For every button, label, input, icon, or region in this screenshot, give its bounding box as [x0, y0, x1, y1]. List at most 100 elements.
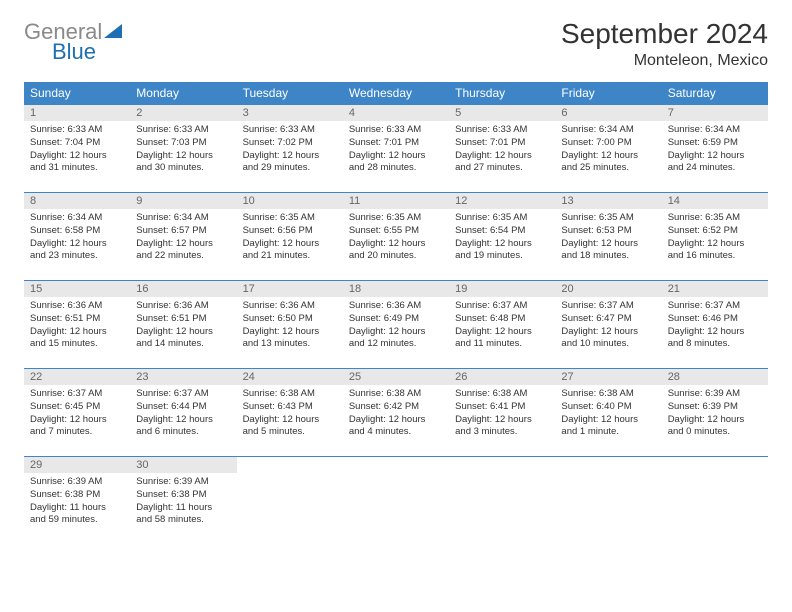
day-line-day2: and 28 minutes. — [349, 162, 443, 175]
day-body: Sunrise: 6:39 AMSunset: 6:39 PMDaylight:… — [662, 385, 768, 443]
day-line-day1: Daylight: 12 hours — [30, 414, 124, 427]
day-number: 25 — [343, 369, 449, 385]
day-number: 17 — [237, 281, 343, 297]
day-line-sunrise: Sunrise: 6:34 AM — [136, 212, 230, 225]
month-title: September 2024 — [561, 18, 768, 50]
calendar-cell: 26Sunrise: 6:38 AMSunset: 6:41 PMDayligh… — [449, 369, 555, 457]
calendar-cell: 20Sunrise: 6:37 AMSunset: 6:47 PMDayligh… — [555, 281, 661, 369]
day-body: Sunrise: 6:34 AMSunset: 7:00 PMDaylight:… — [555, 121, 661, 179]
day-number: 2 — [130, 105, 236, 121]
calendar-cell: 11Sunrise: 6:35 AMSunset: 6:55 PMDayligh… — [343, 193, 449, 281]
day-line-day2: and 59 minutes. — [30, 514, 124, 527]
day-body: Sunrise: 6:35 AMSunset: 6:52 PMDaylight:… — [662, 209, 768, 267]
day-line-sunset: Sunset: 6:43 PM — [243, 401, 337, 414]
day-number: 23 — [130, 369, 236, 385]
calendar-cell: 23Sunrise: 6:37 AMSunset: 6:44 PMDayligh… — [130, 369, 236, 457]
location: Monteleon, Mexico — [561, 52, 768, 70]
day-line-sunrise: Sunrise: 6:33 AM — [136, 124, 230, 137]
day-line-day1: Daylight: 12 hours — [243, 238, 337, 251]
weekday-header: Monday — [130, 82, 236, 105]
day-body: Sunrise: 6:34 AMSunset: 6:57 PMDaylight:… — [130, 209, 236, 267]
day-line-day1: Daylight: 12 hours — [30, 326, 124, 339]
day-line-day1: Daylight: 12 hours — [668, 238, 762, 251]
day-line-sunset: Sunset: 6:39 PM — [668, 401, 762, 414]
day-line-day1: Daylight: 12 hours — [455, 326, 549, 339]
calendar-week: 8Sunrise: 6:34 AMSunset: 6:58 PMDaylight… — [24, 193, 768, 281]
day-body: Sunrise: 6:35 AMSunset: 6:55 PMDaylight:… — [343, 209, 449, 267]
calendar-cell: 10Sunrise: 6:35 AMSunset: 6:56 PMDayligh… — [237, 193, 343, 281]
logo: General Blue — [24, 18, 122, 62]
day-line-day2: and 13 minutes. — [243, 338, 337, 351]
day-line-day1: Daylight: 12 hours — [455, 414, 549, 427]
day-body: Sunrise: 6:38 AMSunset: 6:41 PMDaylight:… — [449, 385, 555, 443]
day-line-day2: and 7 minutes. — [30, 426, 124, 439]
day-body: Sunrise: 6:33 AMSunset: 7:01 PMDaylight:… — [343, 121, 449, 179]
day-line-day2: and 19 minutes. — [455, 250, 549, 263]
day-line-day1: Daylight: 12 hours — [243, 326, 337, 339]
day-line-sunset: Sunset: 6:55 PM — [349, 225, 443, 238]
day-line-day2: and 1 minute. — [561, 426, 655, 439]
calendar-cell: 22Sunrise: 6:37 AMSunset: 6:45 PMDayligh… — [24, 369, 130, 457]
day-line-day1: Daylight: 12 hours — [243, 414, 337, 427]
day-line-day1: Daylight: 12 hours — [455, 238, 549, 251]
day-line-sunset: Sunset: 6:44 PM — [136, 401, 230, 414]
day-line-day1: Daylight: 12 hours — [561, 150, 655, 163]
day-line-sunset: Sunset: 6:38 PM — [30, 489, 124, 502]
day-line-sunrise: Sunrise: 6:39 AM — [668, 388, 762, 401]
day-line-day2: and 25 minutes. — [561, 162, 655, 175]
day-line-day2: and 11 minutes. — [455, 338, 549, 351]
calendar-cell: 21Sunrise: 6:37 AMSunset: 6:46 PMDayligh… — [662, 281, 768, 369]
day-line-sunset: Sunset: 6:51 PM — [30, 313, 124, 326]
day-body: Sunrise: 6:37 AMSunset: 6:44 PMDaylight:… — [130, 385, 236, 443]
calendar-cell — [555, 457, 661, 545]
day-number: 16 — [130, 281, 236, 297]
day-line-day2: and 58 minutes. — [136, 514, 230, 527]
day-line-sunset: Sunset: 7:01 PM — [455, 137, 549, 150]
day-line-day1: Daylight: 12 hours — [349, 238, 443, 251]
day-line-sunrise: Sunrise: 6:33 AM — [349, 124, 443, 137]
day-line-day2: and 15 minutes. — [30, 338, 124, 351]
day-line-sunset: Sunset: 6:49 PM — [349, 313, 443, 326]
day-line-sunrise: Sunrise: 6:36 AM — [30, 300, 124, 313]
day-line-day2: and 27 minutes. — [455, 162, 549, 175]
day-number: 7 — [662, 105, 768, 121]
calendar-cell: 8Sunrise: 6:34 AMSunset: 6:58 PMDaylight… — [24, 193, 130, 281]
day-line-sunset: Sunset: 6:54 PM — [455, 225, 549, 238]
calendar-week: 1Sunrise: 6:33 AMSunset: 7:04 PMDaylight… — [24, 105, 768, 193]
day-body: Sunrise: 6:33 AMSunset: 7:01 PMDaylight:… — [449, 121, 555, 179]
day-line-day2: and 3 minutes. — [455, 426, 549, 439]
day-line-day1: Daylight: 12 hours — [136, 414, 230, 427]
calendar-week: 29Sunrise: 6:39 AMSunset: 6:38 PMDayligh… — [24, 457, 768, 545]
day-line-sunset: Sunset: 6:46 PM — [668, 313, 762, 326]
day-line-sunset: Sunset: 6:38 PM — [136, 489, 230, 502]
day-line-day2: and 12 minutes. — [349, 338, 443, 351]
day-line-sunrise: Sunrise: 6:33 AM — [455, 124, 549, 137]
day-number: 26 — [449, 369, 555, 385]
day-line-sunrise: Sunrise: 6:37 AM — [668, 300, 762, 313]
day-line-day1: Daylight: 12 hours — [136, 238, 230, 251]
weekday-header: Wednesday — [343, 82, 449, 105]
day-number: 5 — [449, 105, 555, 121]
weekday-header: Friday — [555, 82, 661, 105]
day-body: Sunrise: 6:36 AMSunset: 6:49 PMDaylight:… — [343, 297, 449, 355]
day-line-sunrise: Sunrise: 6:37 AM — [455, 300, 549, 313]
day-line-day1: Daylight: 12 hours — [136, 150, 230, 163]
weekday-header: Sunday — [24, 82, 130, 105]
day-number: 30 — [130, 457, 236, 473]
day-line-day1: Daylight: 12 hours — [561, 238, 655, 251]
day-line-sunrise: Sunrise: 6:35 AM — [243, 212, 337, 225]
day-line-day2: and 10 minutes. — [561, 338, 655, 351]
day-line-day1: Daylight: 12 hours — [561, 326, 655, 339]
day-number: 4 — [343, 105, 449, 121]
day-number: 8 — [24, 193, 130, 209]
calendar-cell: 2Sunrise: 6:33 AMSunset: 7:03 PMDaylight… — [130, 105, 236, 193]
day-line-sunset: Sunset: 6:59 PM — [668, 137, 762, 150]
calendar-cell: 13Sunrise: 6:35 AMSunset: 6:53 PMDayligh… — [555, 193, 661, 281]
day-line-sunrise: Sunrise: 6:35 AM — [455, 212, 549, 225]
day-number: 21 — [662, 281, 768, 297]
day-body: Sunrise: 6:38 AMSunset: 6:40 PMDaylight:… — [555, 385, 661, 443]
day-number: 19 — [449, 281, 555, 297]
calendar-cell: 24Sunrise: 6:38 AMSunset: 6:43 PMDayligh… — [237, 369, 343, 457]
day-line-sunrise: Sunrise: 6:34 AM — [668, 124, 762, 137]
calendar-cell: 12Sunrise: 6:35 AMSunset: 6:54 PMDayligh… — [449, 193, 555, 281]
